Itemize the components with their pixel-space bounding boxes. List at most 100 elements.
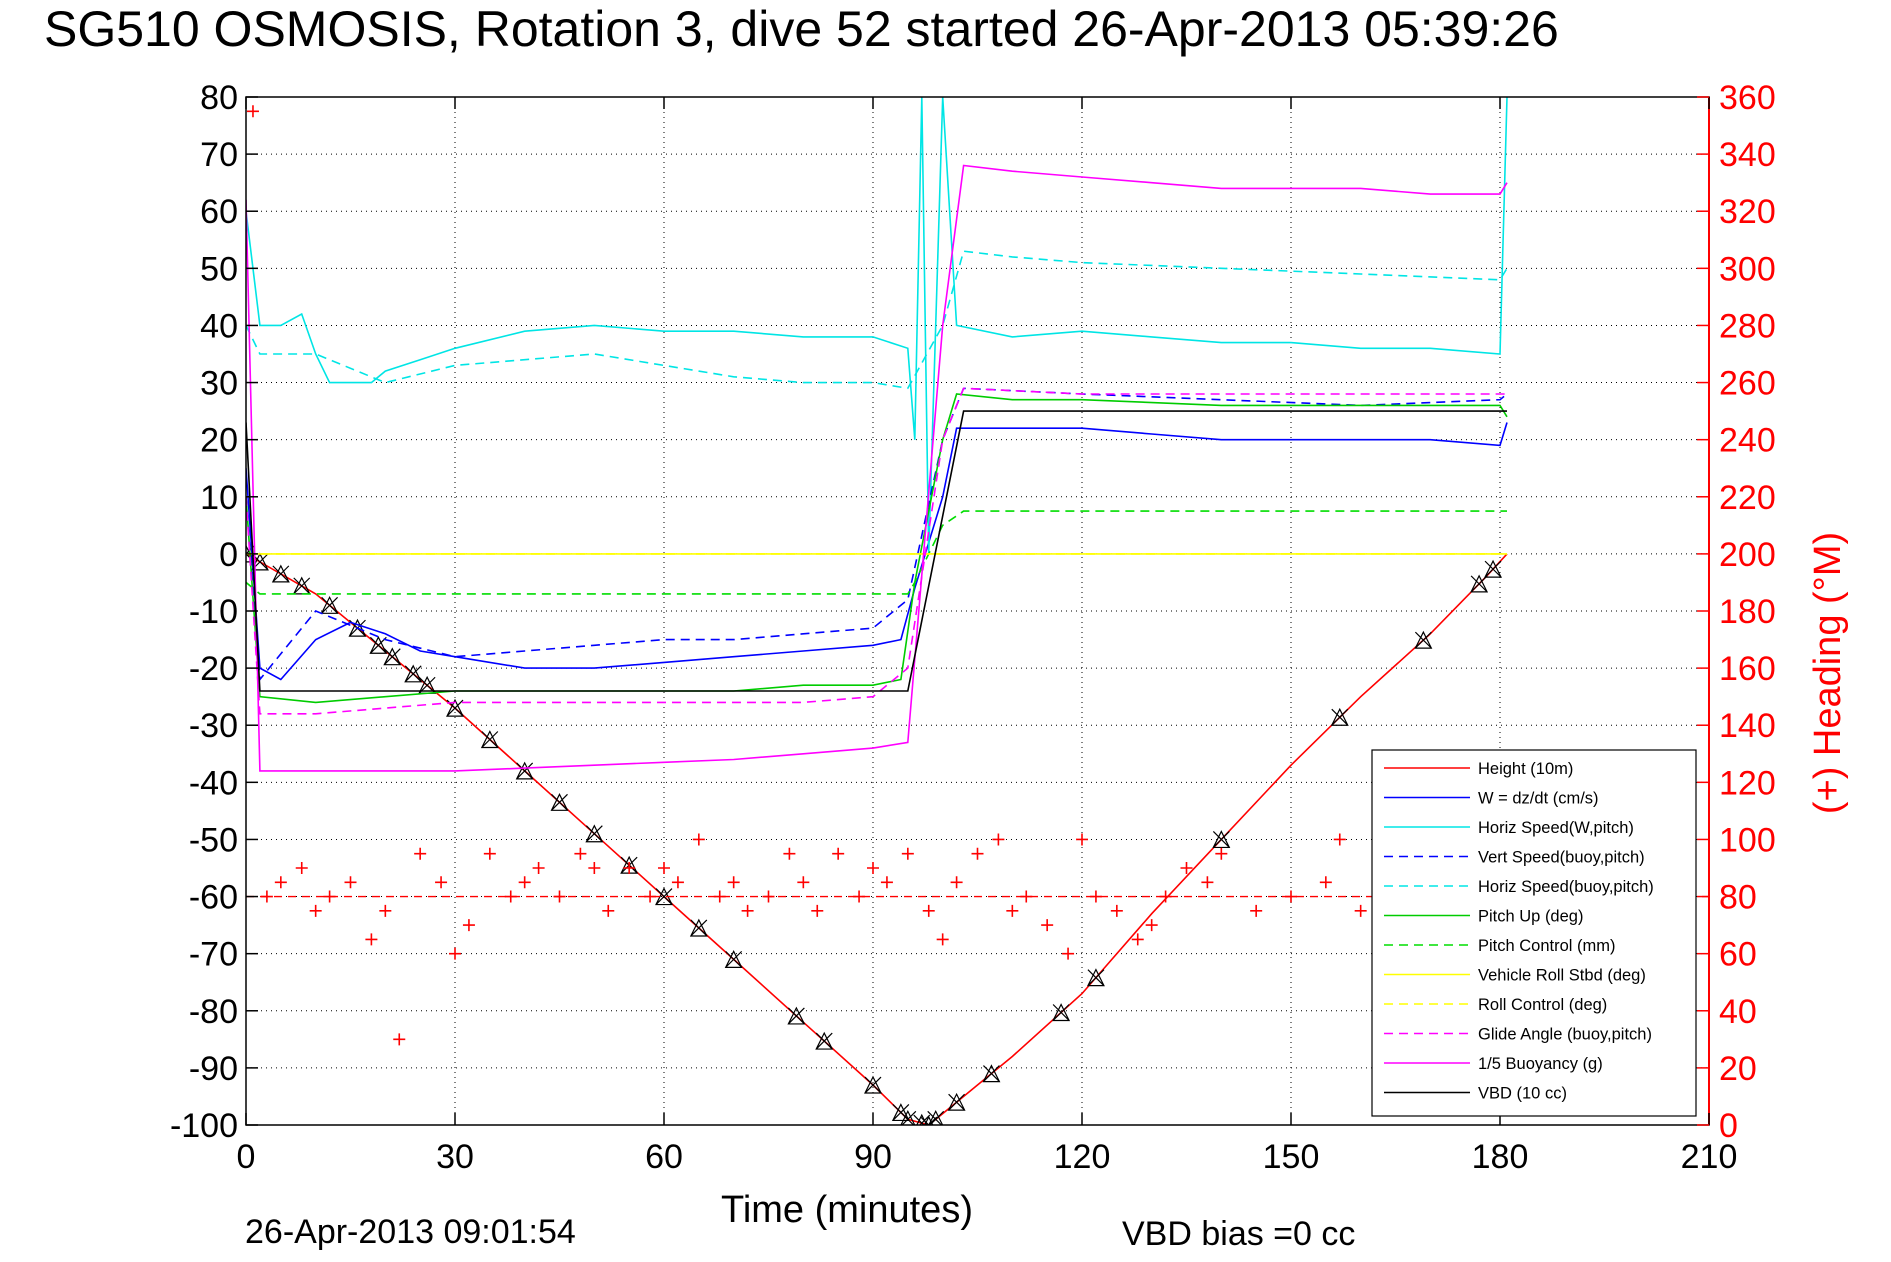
heading-point [483, 847, 496, 860]
y-right-tick-label: 200 [1719, 536, 1776, 574]
heading-point [588, 862, 601, 874]
legend-entry: Horiz Speed(buoy,pitch) [1478, 878, 1654, 896]
y-right-tick-label: 360 [1719, 79, 1776, 117]
heading-point [623, 862, 636, 874]
height-marker [550, 792, 569, 811]
heading-point [1110, 904, 1123, 917]
heading-point [295, 862, 308, 874]
heading-point [1354, 904, 1367, 917]
y-right-tick-label: 20 [1719, 1050, 1757, 1088]
heading-point [1062, 947, 1075, 960]
height-marker [480, 730, 499, 749]
series-line [246, 410, 1507, 692]
y-right-tick-label: 140 [1719, 707, 1776, 745]
y-left-tick-label: 0 [219, 536, 238, 574]
height-marker [515, 761, 534, 780]
legend-entry: Horiz Speed(W,pitch) [1478, 819, 1634, 837]
y-right-tick-label: 80 [1719, 879, 1757, 917]
heading-point [1041, 919, 1054, 932]
legend-entry: Roll Control (deg) [1478, 996, 1607, 1014]
x-tick-label: 120 [1054, 1138, 1111, 1176]
heading-point [1319, 876, 1332, 889]
chart-title: SG510 OSMOSIS, Rotation 3, dive 52 start… [44, 1, 1559, 57]
y-right-tick-label: 60 [1719, 936, 1757, 974]
height-marker [815, 1031, 834, 1050]
y-right-tick-label: 120 [1719, 764, 1776, 802]
legend-entry: Pitch Up (deg) [1478, 908, 1583, 926]
heading-point [783, 847, 796, 860]
y-right-tick-label: 300 [1719, 250, 1776, 288]
height-marker [1414, 630, 1433, 649]
heading-point [971, 847, 984, 860]
y-left-tick-label: 40 [200, 307, 238, 345]
y-left-tick-label: -100 [170, 1107, 238, 1145]
y-left-tick-label: -80 [189, 993, 238, 1031]
y-left-tick-label: 80 [200, 79, 238, 117]
x-tick-label: 90 [854, 1138, 892, 1176]
height-marker [1484, 559, 1503, 578]
y-right-tick-label: 320 [1719, 193, 1776, 231]
right-axis-label: (+) Heading (°M) [1807, 532, 1849, 814]
y-left-tick-label: 70 [200, 136, 238, 174]
series-12 [246, 105, 1709, 1046]
x-tick-label: 0 [237, 1138, 256, 1176]
heading-point [741, 904, 754, 917]
series-line [246, 250, 1508, 390]
heading-point [880, 876, 893, 889]
heading-point [1180, 862, 1193, 874]
height-marker [320, 595, 339, 614]
height-marker [1330, 707, 1349, 726]
heading-point [671, 876, 684, 889]
heading-point [936, 933, 949, 946]
height-marker [982, 1064, 1001, 1083]
heading-point [602, 904, 615, 917]
heading-point [344, 876, 357, 889]
series-line [246, 510, 1507, 595]
series-line [246, 387, 1508, 682]
y-right-tick-label: 40 [1719, 993, 1757, 1031]
y-left-tick-label: 30 [200, 365, 238, 403]
legend-entry: W = dz/dt (cm/s) [1478, 790, 1599, 808]
x-tick-label: 180 [1472, 1138, 1529, 1176]
axes: 0 30 60 90 120 150 180 21080706050403020100-10-… [170, 79, 1776, 1176]
heading-point [449, 947, 461, 960]
x-tick-label: 210 [1681, 1138, 1738, 1176]
x-tick-label: 150 [1263, 1138, 1320, 1176]
height-marker [689, 918, 708, 937]
y-left-tick-label: 50 [200, 250, 238, 288]
x-tick-label: 60 [645, 1138, 683, 1176]
y-right-tick-label: 240 [1719, 422, 1776, 460]
heading-point [811, 904, 824, 917]
x-axis-label: Time (minutes) [721, 1189, 973, 1231]
vbd-bias-footer: VBD bias =0 cc [1122, 1215, 1355, 1253]
y-right-tick-label: 280 [1719, 307, 1776, 345]
legend-box [1371, 749, 1697, 1117]
series-5 [246, 393, 1508, 704]
y-right-tick-label: 340 [1719, 136, 1776, 174]
series-line [246, 553, 1508, 1125]
series-6 [246, 510, 1507, 595]
heading-point [950, 876, 963, 889]
y-left-tick-label: -90 [189, 1050, 238, 1088]
heading-point [1145, 919, 1158, 932]
height-marker [369, 635, 388, 654]
height-marker [585, 824, 604, 843]
heading-point [797, 876, 810, 889]
y-left-tick-label: -20 [189, 650, 238, 688]
height-marker [1470, 574, 1489, 593]
series-3 [246, 387, 1508, 682]
heading-point [1201, 876, 1214, 889]
heading-point [1006, 904, 1019, 917]
heading-point [692, 833, 705, 846]
heading-point [992, 833, 1005, 846]
legend-entry: Vert Speed(buoy,pitch) [1478, 849, 1645, 867]
heading-point [1076, 833, 1088, 846]
series-9 [246, 387, 1507, 715]
heading-point [379, 904, 392, 917]
heading-point [1131, 933, 1144, 946]
heading-point [393, 1033, 406, 1046]
series-line [246, 422, 1508, 681]
heading-point [1250, 904, 1263, 917]
height-marker [947, 1092, 966, 1111]
